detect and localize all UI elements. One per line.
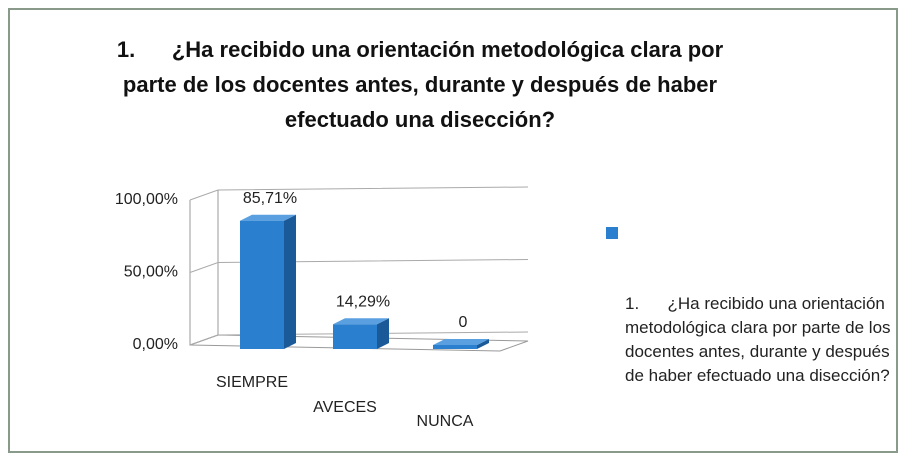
y-tick-label: 50,00% xyxy=(124,264,178,281)
legend: 1. ¿Ha recibido una orientación metodoló… xyxy=(606,220,891,436)
bar-top xyxy=(240,214,296,221)
legend-swatch xyxy=(606,227,618,239)
x-tick-label: NUNCA xyxy=(417,413,474,430)
chart-frame xyxy=(8,8,898,453)
bar-top xyxy=(433,339,489,345)
bar xyxy=(333,324,377,349)
value-label: 85,71% xyxy=(243,190,297,207)
chart-title: 1. ¿Ha recibido una orientación metodoló… xyxy=(116,37,730,132)
value-label: 14,29% xyxy=(336,293,390,310)
bar xyxy=(433,345,477,349)
value-label: 0 xyxy=(459,314,468,331)
grid-line xyxy=(189,259,529,273)
y-tick-label: 100,00% xyxy=(115,191,178,208)
bar-side xyxy=(284,214,296,349)
legend-label: 1. ¿Ha recibido una orientación metodoló… xyxy=(625,294,896,385)
bar-side xyxy=(477,339,489,349)
bar-side xyxy=(377,318,389,349)
bar-top xyxy=(333,318,389,325)
x-tick-label: AVECES xyxy=(313,399,377,416)
bar xyxy=(240,220,284,349)
grid-line xyxy=(189,186,529,201)
x-tick-label: SIEMPRE xyxy=(216,374,288,391)
grid-line xyxy=(189,331,529,346)
y-tick-label: 0,00% xyxy=(133,336,178,353)
